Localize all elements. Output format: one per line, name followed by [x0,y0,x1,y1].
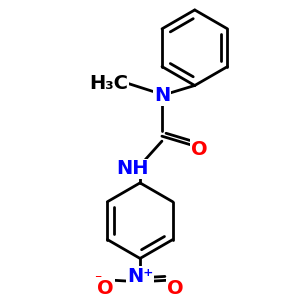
Text: O: O [191,140,208,159]
Text: N⁺: N⁺ [127,267,153,286]
Text: H₃C: H₃C [89,74,128,93]
Text: NH: NH [116,160,148,178]
Text: O: O [97,279,114,298]
Text: O: O [167,279,183,298]
Text: N: N [154,86,170,105]
Text: ⁻: ⁻ [94,272,101,286]
